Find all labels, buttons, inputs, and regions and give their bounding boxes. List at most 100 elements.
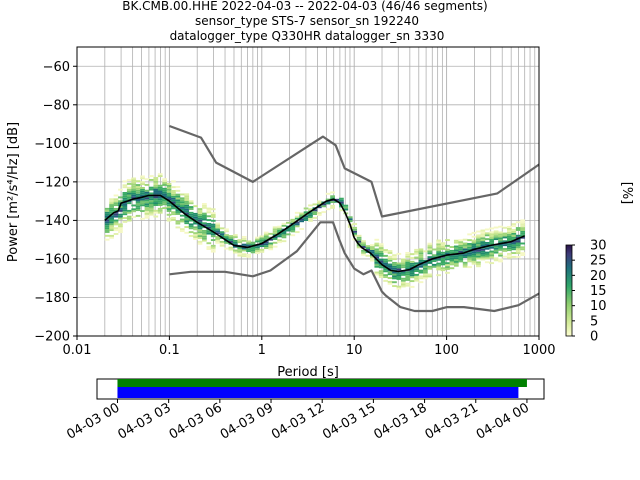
psd-density-cell (356, 240, 362, 243)
psd-density-cell (122, 203, 128, 206)
psd-density-cell (184, 204, 190, 207)
coverage-bars (117, 379, 527, 398)
psd-density-cell (520, 230, 525, 233)
psd-density-cell (179, 228, 185, 231)
psd-density-cell (175, 203, 181, 206)
psd-density-cell (400, 283, 406, 286)
psd-density-cell (330, 206, 335, 209)
psd-density-cell (440, 253, 446, 256)
psd-density-cell (392, 267, 397, 270)
psd-density-cell (511, 225, 517, 228)
psd-density-cell (316, 206, 322, 209)
psd-density-cell (471, 256, 477, 259)
psd-density-cell (290, 226, 296, 229)
psd-density-cell (467, 243, 472, 245)
psd-density-cell (153, 180, 159, 183)
psd-density-cell (281, 240, 287, 243)
psd-density-cell (104, 207, 110, 210)
psd-density-cell (392, 271, 397, 274)
psd-density-cell (171, 213, 176, 216)
psd-density-cell (237, 254, 243, 257)
psd-density-cell (515, 255, 521, 258)
coverage-bar-green (117, 379, 527, 387)
psd-density-cell (140, 186, 145, 189)
psd-density-cell (330, 195, 335, 198)
psd-density-cell (255, 246, 260, 249)
psd-density-cell (219, 244, 225, 247)
psd-density-cell (378, 243, 384, 246)
psd-density-cell (109, 207, 114, 210)
psd-density-cell (166, 209, 172, 212)
psd-density-cell (149, 175, 154, 178)
psd-density-cell (193, 205, 198, 208)
psd-density-cell (135, 189, 141, 192)
psd-density-cell (520, 252, 525, 255)
psd-density-cell (449, 267, 455, 270)
psd-density-cell (250, 241, 256, 244)
psd-density-cell (135, 203, 141, 206)
psd-density-cell (122, 209, 128, 212)
psd-density-cell (436, 239, 442, 242)
psd-density-cell (179, 205, 185, 207)
psd-density-cell (316, 202, 322, 205)
noise-model-lines (104, 124, 540, 313)
psd-density-cell (272, 232, 278, 235)
psd-density-cell (197, 213, 203, 216)
psd-density-cell (162, 201, 167, 204)
psd-density-cell (193, 212, 198, 215)
psd-density-cell (493, 247, 499, 250)
psd-density-cell (228, 240, 234, 243)
psd-density-cell (387, 259, 393, 262)
psd-density-cell (471, 262, 477, 265)
psd-density-cell (515, 250, 521, 253)
psd-density-cell (263, 247, 269, 250)
psd-density-cell (153, 177, 159, 179)
psd-density-cell (467, 239, 472, 242)
psd-density-cell (507, 227, 512, 230)
psd-density-cell (193, 226, 198, 229)
psd-density-cell (157, 198, 163, 201)
psd-density-cell (436, 264, 442, 267)
psd-density-cell (109, 204, 114, 206)
psd-density-cell (157, 196, 163, 199)
psd-density-cell (467, 260, 472, 263)
psd-density-cell (498, 246, 503, 249)
psd-density-cell (118, 209, 123, 212)
psd-density-cell (210, 214, 216, 216)
psd-density-cell (206, 226, 212, 229)
psd-density-cell (498, 235, 503, 238)
psd-density-cell (104, 213, 110, 216)
psd-density-cell (263, 241, 269, 244)
psd-density-cell (480, 252, 486, 255)
psd-density-cell (113, 219, 119, 222)
psd-density-cell (396, 252, 402, 255)
psd-density-cell (396, 268, 402, 271)
colorbar-tick-label: 10 (590, 299, 607, 314)
x-tick-label: 0.1 (159, 343, 180, 358)
psd-density-cell (277, 241, 282, 244)
psd-density-cell (427, 261, 433, 264)
psd-density-cell (131, 210, 137, 213)
psd-density-cell (188, 227, 194, 230)
psd-density-cell (418, 277, 424, 280)
psd-density-cell (427, 248, 433, 251)
psd-density-cell (118, 229, 123, 232)
psd-density-cell (224, 234, 229, 237)
psd-density-cell (414, 250, 419, 253)
psd-density-cell (188, 235, 194, 237)
psd-density-cell (511, 236, 517, 239)
psd-density-cell (232, 241, 238, 244)
psd-density-cell (219, 231, 225, 234)
psd-density-cell (325, 202, 331, 205)
psd-density-cell (299, 227, 305, 230)
psd-density-cell (458, 250, 464, 253)
psd-density-cell (224, 247, 229, 250)
psd-density-cell (162, 195, 167, 198)
psd-density-cell (286, 221, 291, 224)
psd-density-cell (197, 225, 203, 228)
psd-density-cell (374, 271, 380, 274)
psd-density-cell (480, 250, 486, 253)
psd-density-cell (347, 216, 353, 219)
psd-density-cell (153, 204, 159, 206)
psd-density-cell (462, 265, 468, 268)
